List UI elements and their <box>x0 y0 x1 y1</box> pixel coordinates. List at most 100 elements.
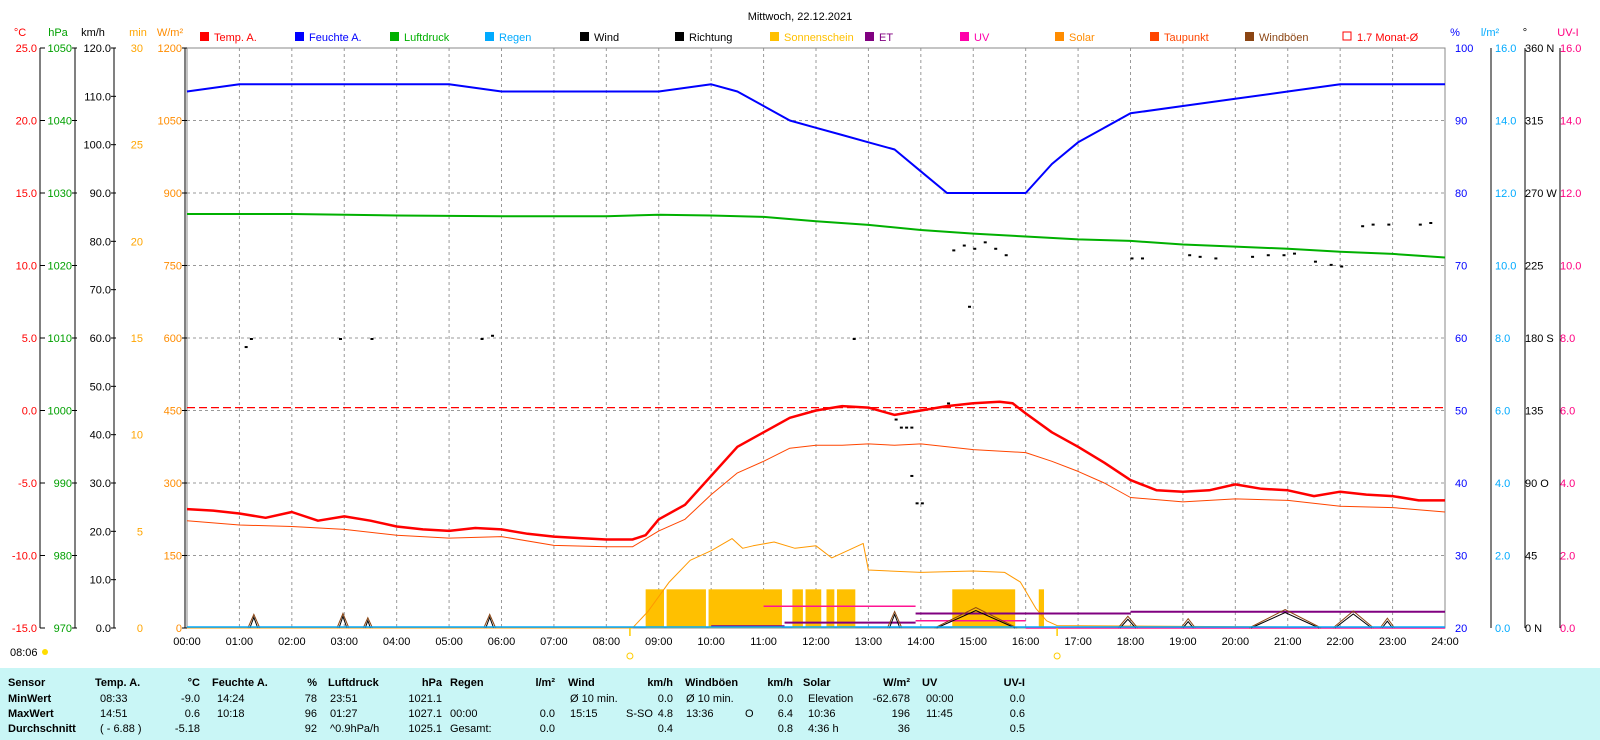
stats-humidity-time: 10:18 <box>217 708 245 720</box>
x-tick-label: 02:00 <box>278 636 306 648</box>
stats-header: UV <box>922 677 938 689</box>
right-axis-tick-label: 0.0 <box>1495 623 1510 635</box>
stats-header: °C <box>187 677 200 689</box>
left-axis-tick-label: 110.0 <box>84 91 111 103</box>
left-axis-tick-label: 40.0 <box>90 430 111 442</box>
left-axis-tick-label: 20.0 <box>16 116 37 128</box>
stats-pressure-value: 1021.1 <box>408 693 442 705</box>
left-axis-tick-label: 15 <box>131 333 143 345</box>
stats-header: hPa <box>421 677 442 689</box>
wind-line <box>1334 613 1372 629</box>
wind-line <box>888 613 901 629</box>
right-axis-tick-label: 40 <box>1455 478 1467 490</box>
left-axes: °C 25.0 20.0 15.0 10.0 5.0 0.0 -5.0 -10.0 -15.0 hP… <box>12 27 187 635</box>
sunshine-bar <box>805 589 822 628</box>
left-axis-tick-label: 30 <box>131 43 143 55</box>
legend-label: Luftdruck <box>404 32 450 44</box>
stats-solar-value: -62.678 <box>872 693 910 705</box>
direction-dot <box>1429 222 1433 224</box>
direction-dot <box>1214 257 1218 260</box>
x-tick-label: 22:00 <box>1326 636 1354 648</box>
stats-header: Luftdruck <box>328 677 379 689</box>
direction-dot <box>370 338 374 340</box>
direction-dot <box>1418 223 1422 226</box>
direction-dot <box>968 305 972 308</box>
x-tick-label: 13:00 <box>855 636 883 648</box>
legend-swatch <box>960 32 969 41</box>
stats-header: l/m² <box>535 677 555 689</box>
legend-swatch <box>675 32 684 41</box>
stats-rain-value: 0.0 <box>539 708 555 720</box>
stats-pressure-value: 1027.1 <box>408 708 442 720</box>
right-axis-tick-label: 60 <box>1455 333 1467 345</box>
stats-temp-value: 0.6 <box>184 708 200 720</box>
stats-solar-value: 36 <box>897 723 910 735</box>
stats-header: Sensor <box>8 677 46 689</box>
left-axis-tick-label: 450 <box>164 406 182 418</box>
stats-rain-value: 0.0 <box>539 723 555 735</box>
right-axis-unit: UV-I <box>1557 27 1578 39</box>
right-axis-unit: % <box>1450 27 1460 39</box>
right-axis-unit: l/m² <box>1481 27 1500 39</box>
stats-pressure-time: 23:51 <box>330 693 358 705</box>
x-tick-label: 10:00 <box>697 636 725 648</box>
stats-temp-time: 08:33 <box>100 693 128 705</box>
gust-line <box>247 613 261 629</box>
x-tick-label: 19:00 <box>1169 636 1197 648</box>
stats-gust-time: Ø 10 min. <box>686 693 734 705</box>
stats-header: Windböen <box>685 677 739 689</box>
left-axis-unit: W/m² <box>157 27 184 39</box>
right-axis-tick-label: 80 <box>1455 188 1467 200</box>
right-axis-tick-label: 2.0 <box>1495 551 1510 563</box>
gust-line <box>483 613 497 629</box>
legend-label: Richtung <box>689 32 732 44</box>
direction-dot <box>1329 263 1333 266</box>
wind-line <box>1250 611 1320 629</box>
legend-label: UV <box>974 32 990 44</box>
direction-dot <box>1198 255 1202 258</box>
left-axis-tick-label: 1010 <box>48 333 72 345</box>
left-axis-tick-label: 70.0 <box>90 285 111 297</box>
direction-dot <box>249 338 253 340</box>
direction-dot <box>915 502 919 505</box>
x-tick-label: 00:00 <box>173 636 201 648</box>
left-axis-tick-label: 980 <box>54 551 72 563</box>
legend-swatch <box>200 32 209 41</box>
gust-line <box>1117 615 1139 629</box>
left-axis-tick-label: -5.0 <box>18 478 37 490</box>
stats-table: Sensor Temp. A. °C Feuchte A.% Luftdruck hPa R… <box>0 668 1600 740</box>
right-axis-tick-label: 180 S <box>1525 333 1554 345</box>
left-axis-tick-label: 0 <box>137 623 143 635</box>
right-axis-tick-label: 12.0 <box>1495 188 1516 200</box>
stats-temp-value: -9.0 <box>181 693 200 705</box>
stats-uv-time: 00:00 <box>926 693 954 705</box>
legend-label: Regen <box>499 32 531 44</box>
right-axis-tick-label: 50 <box>1455 406 1467 418</box>
stats-wind-time: Ø 10 min. <box>570 693 618 705</box>
sun-icon <box>1053 652 1061 660</box>
legend-swatch <box>1245 32 1254 41</box>
stats-wind-value: 0.4 <box>657 723 673 735</box>
gust-line <box>1248 608 1322 629</box>
sun-icon <box>626 652 634 660</box>
x-tick-label: 14:00 <box>907 636 935 648</box>
stats-rain-time: 00:00 <box>450 708 478 720</box>
gust-line <box>1379 617 1395 629</box>
x-tick-label: 17:00 <box>1064 636 1092 648</box>
direction-dot <box>1371 223 1375 226</box>
direction-dot <box>1361 225 1365 228</box>
legend-label: Temp. A. <box>214 32 257 44</box>
stats-gust-direction: O <box>745 708 754 720</box>
right-axis-tick-label: 20 <box>1455 623 1467 635</box>
left-axis-tick-label: 600 <box>164 333 182 345</box>
stats-gust-value: 6.4 <box>777 708 793 720</box>
left-axis-unit: °C <box>14 27 26 39</box>
stats-wind-value: 4.8 <box>657 708 673 720</box>
left-axis-tick-label: 150 <box>164 551 182 563</box>
direction-dot <box>1340 265 1344 268</box>
gust-line <box>1180 617 1196 629</box>
left-axis-tick-label: 1040 <box>48 116 72 128</box>
x-tick-label: 24:00 <box>1431 636 1459 648</box>
left-axis-tick-label: 1050 <box>158 116 182 128</box>
stats-header: W/m² <box>883 677 910 689</box>
